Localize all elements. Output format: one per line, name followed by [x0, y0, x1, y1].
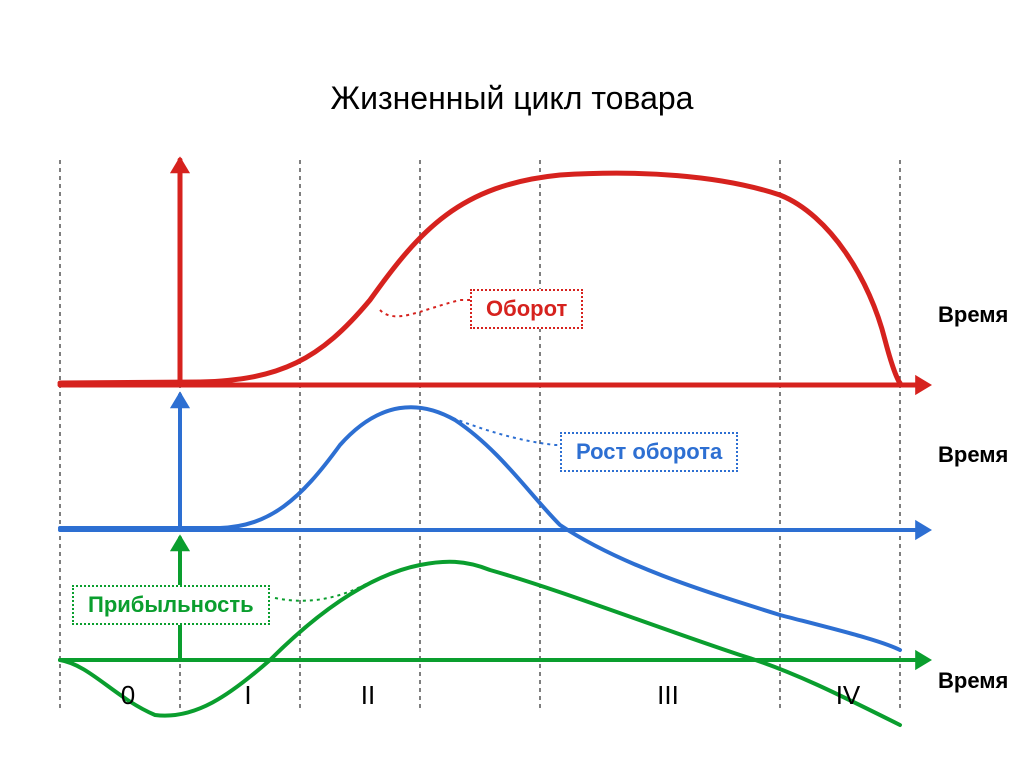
- chart-svg: [0, 0, 1024, 767]
- label-growth-box: Рост оборота: [560, 432, 738, 472]
- axis-label-time-1: Время: [938, 302, 1008, 328]
- stage-label-II: II: [348, 680, 388, 711]
- chart-container: Жизненный цикл товара Оборот Рост оборот…: [0, 0, 1024, 767]
- axis-label-time-2: Время: [938, 442, 1008, 468]
- label-turnover-box: Оборот: [470, 289, 583, 329]
- axis-label-time-3: Время: [938, 668, 1008, 694]
- gridlines: [60, 160, 900, 710]
- label-turnover-text: Оборот: [486, 296, 567, 321]
- panel-profit: [60, 534, 932, 725]
- panel-turnover: [60, 156, 932, 395]
- stage-label-I: I: [228, 680, 268, 711]
- label-profit-text: Прибыльность: [88, 592, 254, 617]
- stage-label-IV: IV: [828, 680, 868, 711]
- label-growth-text: Рост оборота: [576, 439, 722, 464]
- stage-label-0: 0: [108, 680, 148, 711]
- stage-label-III: III: [648, 680, 688, 711]
- label-profit-box: Прибыльность: [72, 585, 270, 625]
